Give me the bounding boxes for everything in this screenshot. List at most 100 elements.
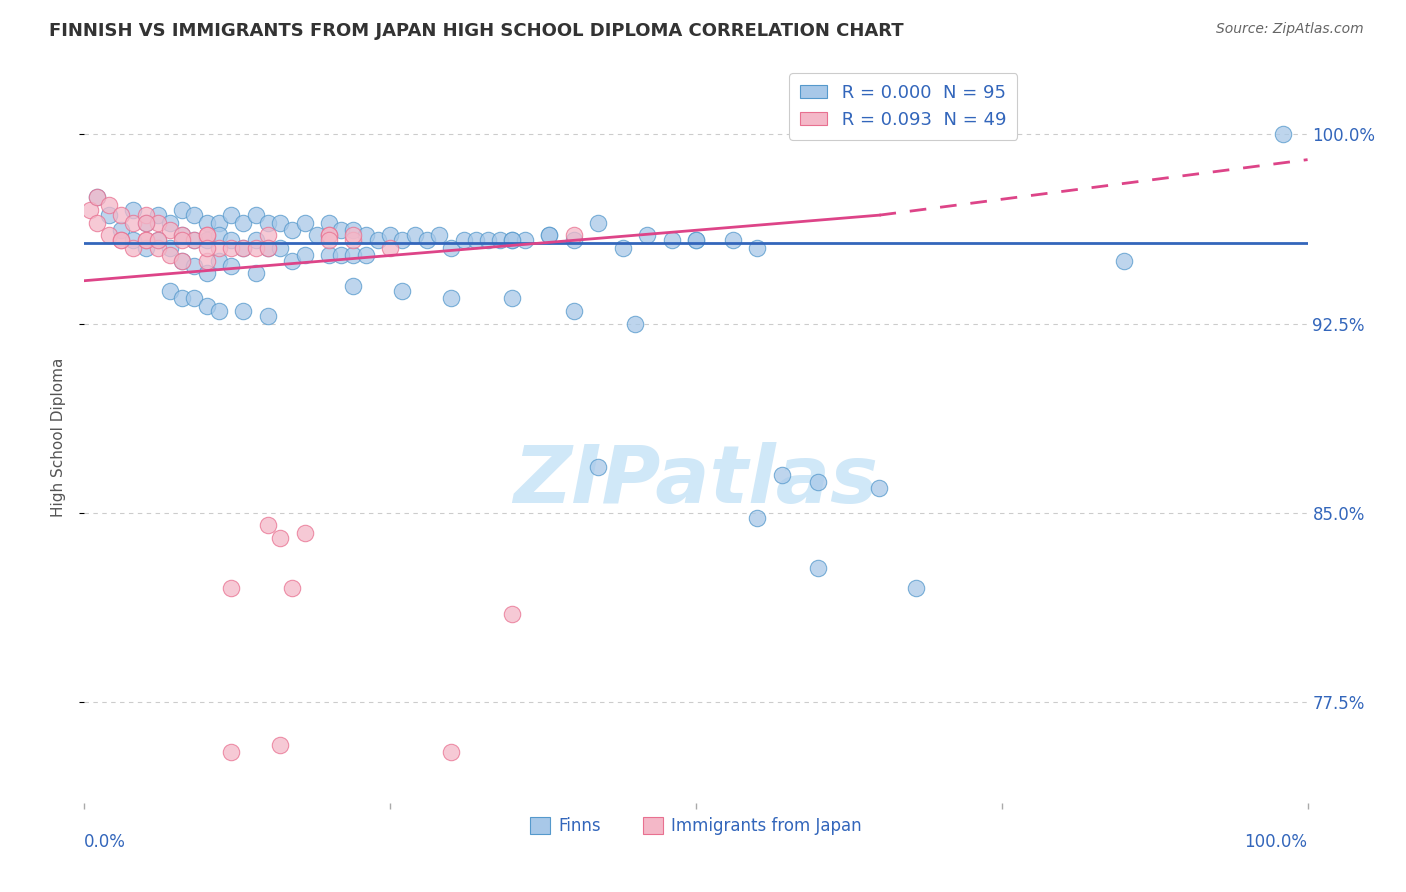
Point	[1114, 253, 1136, 268]
Point	[318, 228, 340, 243]
Point	[159, 241, 181, 255]
Point	[195, 228, 218, 243]
Point	[232, 304, 254, 318]
Point	[513, 233, 536, 247]
Point	[502, 233, 524, 247]
Point	[453, 233, 475, 247]
Point	[685, 233, 707, 247]
Point	[195, 233, 218, 247]
Point	[172, 203, 194, 218]
Point	[97, 228, 120, 243]
Point	[122, 233, 145, 247]
Point	[538, 228, 561, 243]
Point	[135, 233, 157, 247]
Point	[245, 208, 267, 222]
Point	[232, 241, 254, 255]
Point	[219, 582, 242, 596]
Point	[404, 228, 426, 243]
Point	[172, 253, 194, 268]
Point	[232, 241, 254, 255]
Point	[183, 233, 205, 247]
Point	[342, 278, 364, 293]
Point	[367, 233, 389, 247]
Point	[721, 233, 744, 247]
Point	[146, 233, 169, 247]
Point	[440, 291, 463, 305]
Point	[122, 203, 145, 218]
Point	[245, 241, 267, 255]
Point	[86, 190, 108, 204]
Point	[586, 460, 609, 475]
Point	[183, 208, 205, 222]
Point	[342, 248, 364, 262]
Point	[257, 216, 280, 230]
Point	[195, 228, 218, 243]
Point	[122, 216, 145, 230]
Point	[110, 233, 132, 247]
Point	[624, 317, 647, 331]
Point	[416, 233, 439, 247]
Point	[330, 223, 353, 237]
Point	[183, 233, 205, 247]
Point	[208, 304, 231, 318]
Point	[97, 208, 120, 222]
Point	[135, 241, 157, 255]
Point	[79, 203, 101, 218]
Point	[146, 241, 169, 255]
Point	[159, 248, 181, 262]
Point	[159, 284, 181, 298]
Point	[159, 223, 181, 237]
Point	[257, 309, 280, 323]
Point	[269, 738, 291, 752]
Point	[294, 216, 316, 230]
Point	[612, 241, 634, 255]
Point	[172, 233, 194, 247]
Point	[747, 241, 769, 255]
Point	[159, 216, 181, 230]
Point	[195, 266, 218, 280]
Point	[391, 233, 413, 247]
Point	[502, 233, 524, 247]
Point	[636, 228, 658, 243]
Point	[562, 304, 585, 318]
Point	[122, 241, 145, 255]
Point	[1272, 128, 1295, 142]
Point	[110, 233, 132, 247]
Text: 100.0%: 100.0%	[1244, 833, 1308, 851]
Point	[183, 259, 205, 273]
Point	[318, 228, 340, 243]
Point	[195, 241, 218, 255]
Point	[172, 228, 194, 243]
Point	[172, 228, 194, 243]
Point	[685, 233, 707, 247]
Point	[269, 531, 291, 545]
Point	[342, 228, 364, 243]
Point	[219, 233, 242, 247]
Point	[294, 525, 316, 540]
Point	[219, 745, 242, 759]
Point	[318, 216, 340, 230]
Point	[195, 216, 218, 230]
Point	[770, 467, 793, 482]
Text: FINNISH VS IMMIGRANTS FROM JAPAN HIGH SCHOOL DIPLOMA CORRELATION CHART: FINNISH VS IMMIGRANTS FROM JAPAN HIGH SC…	[49, 22, 904, 40]
Point	[294, 248, 316, 262]
Point	[477, 233, 499, 247]
Point	[380, 228, 402, 243]
Point	[869, 481, 891, 495]
Point	[807, 561, 830, 575]
Y-axis label: High School Diploma: High School Diploma	[51, 358, 66, 516]
Point	[146, 216, 169, 230]
Point	[807, 475, 830, 490]
Point	[219, 259, 242, 273]
Point	[208, 228, 231, 243]
Point	[464, 233, 486, 247]
Point	[380, 241, 402, 255]
Point	[269, 241, 291, 255]
Point	[257, 241, 280, 255]
Point	[257, 228, 280, 243]
Point	[195, 299, 218, 313]
Point	[208, 216, 231, 230]
Point	[257, 241, 280, 255]
Point	[305, 228, 328, 243]
Point	[354, 248, 377, 262]
